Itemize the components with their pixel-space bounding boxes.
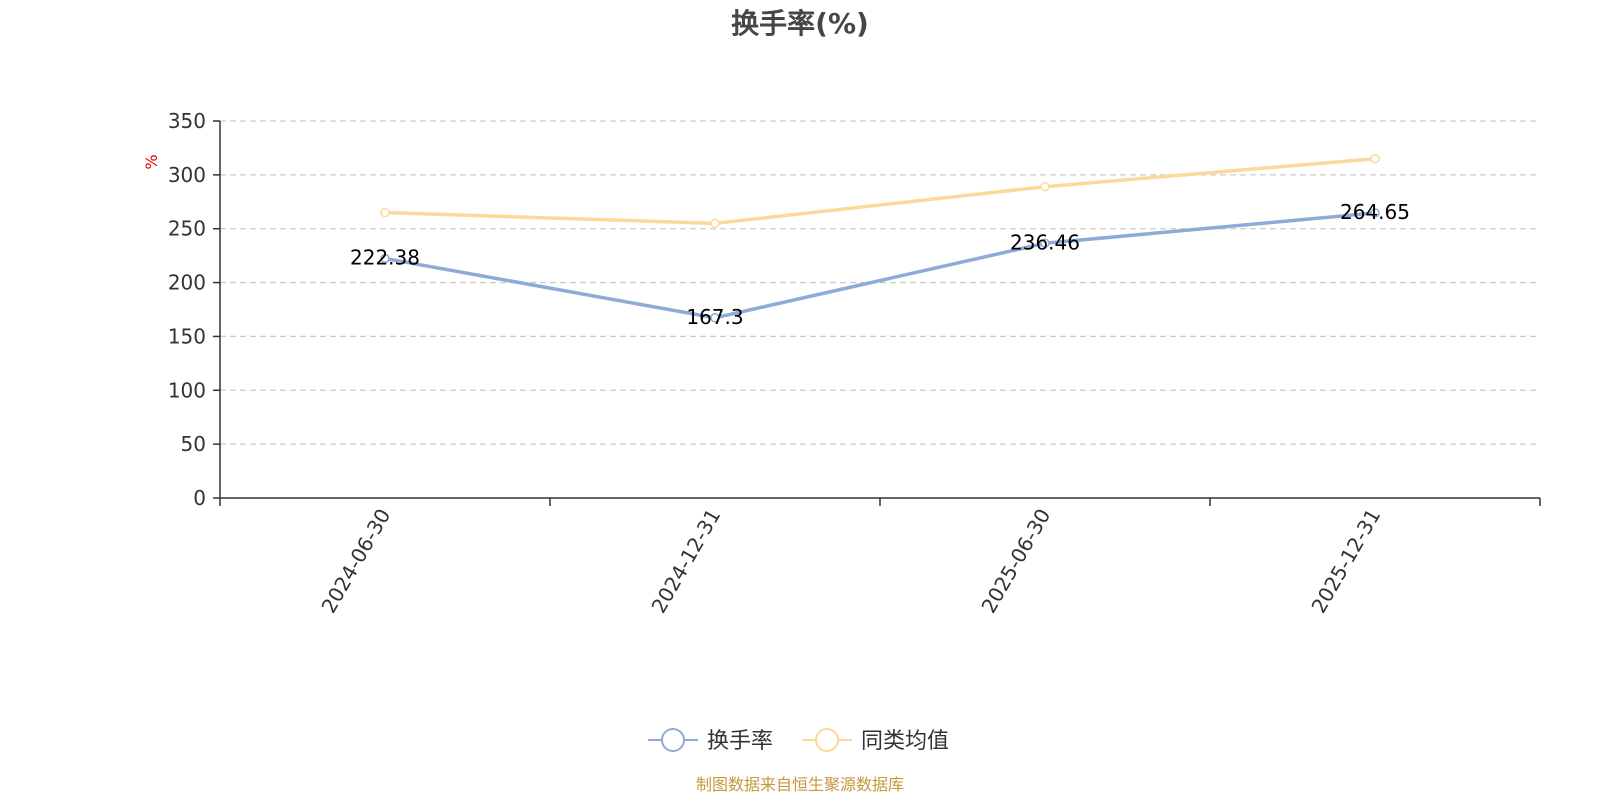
- y-tick-label: 200: [168, 271, 206, 295]
- source-note: 制图数据来自恒生聚源数据库: [696, 775, 904, 794]
- y-axis-unit: %: [142, 154, 161, 169]
- data-point: [1040, 181, 1050, 192]
- legend-label: 同类均值: [861, 729, 949, 754]
- y-tick-label: 100: [168, 378, 206, 402]
- data-point: [1370, 153, 1380, 164]
- data-point: [1370, 208, 1380, 218]
- x-tick-label: 2025-12-31: [1306, 505, 1385, 618]
- legend-marker-circle: [815, 728, 839, 752]
- data-label: 236.46: [1010, 230, 1080, 254]
- data-label-layer: 222.38 167.3 236.46 264.65: [350, 200, 1410, 329]
- series-line-turnover: [383, 211, 1377, 320]
- y-tick-label: 50: [181, 432, 206, 456]
- data-point: [380, 207, 390, 218]
- y-tick-label: 150: [168, 324, 206, 348]
- legend: 换手率 同类均值: [648, 728, 949, 754]
- chart-title: 换手率(%): [731, 7, 869, 40]
- axis-layer: 0 50 100 150 200 250 300 350 2024-06-30 2024-12-3…: [168, 109, 1541, 618]
- x-tick-label: 2024-12-31: [646, 505, 725, 618]
- grid-layer: [220, 120, 1540, 445]
- series-layer: [380, 153, 1380, 323]
- data-point: [380, 253, 390, 264]
- data-point: [710, 313, 720, 323]
- legend-marker-circle: [661, 728, 685, 752]
- data-label: 167.3: [686, 305, 743, 329]
- data-label: 222.38: [350, 245, 420, 269]
- data-label: 264.65: [1340, 200, 1410, 224]
- x-tick-label: 2025-06-30: [976, 505, 1055, 618]
- legend-label: 换手率: [707, 729, 773, 754]
- data-point: [1040, 238, 1050, 249]
- x-tick-label: 2024-06-30: [316, 505, 395, 618]
- y-tick-label: 0: [193, 486, 206, 510]
- y-tick-label: 250: [168, 217, 206, 241]
- series-line-peer-average: [383, 156, 1377, 226]
- y-tick-label: 300: [168, 163, 206, 187]
- y-tick-label: 350: [168, 109, 206, 133]
- data-point: [710, 218, 720, 229]
